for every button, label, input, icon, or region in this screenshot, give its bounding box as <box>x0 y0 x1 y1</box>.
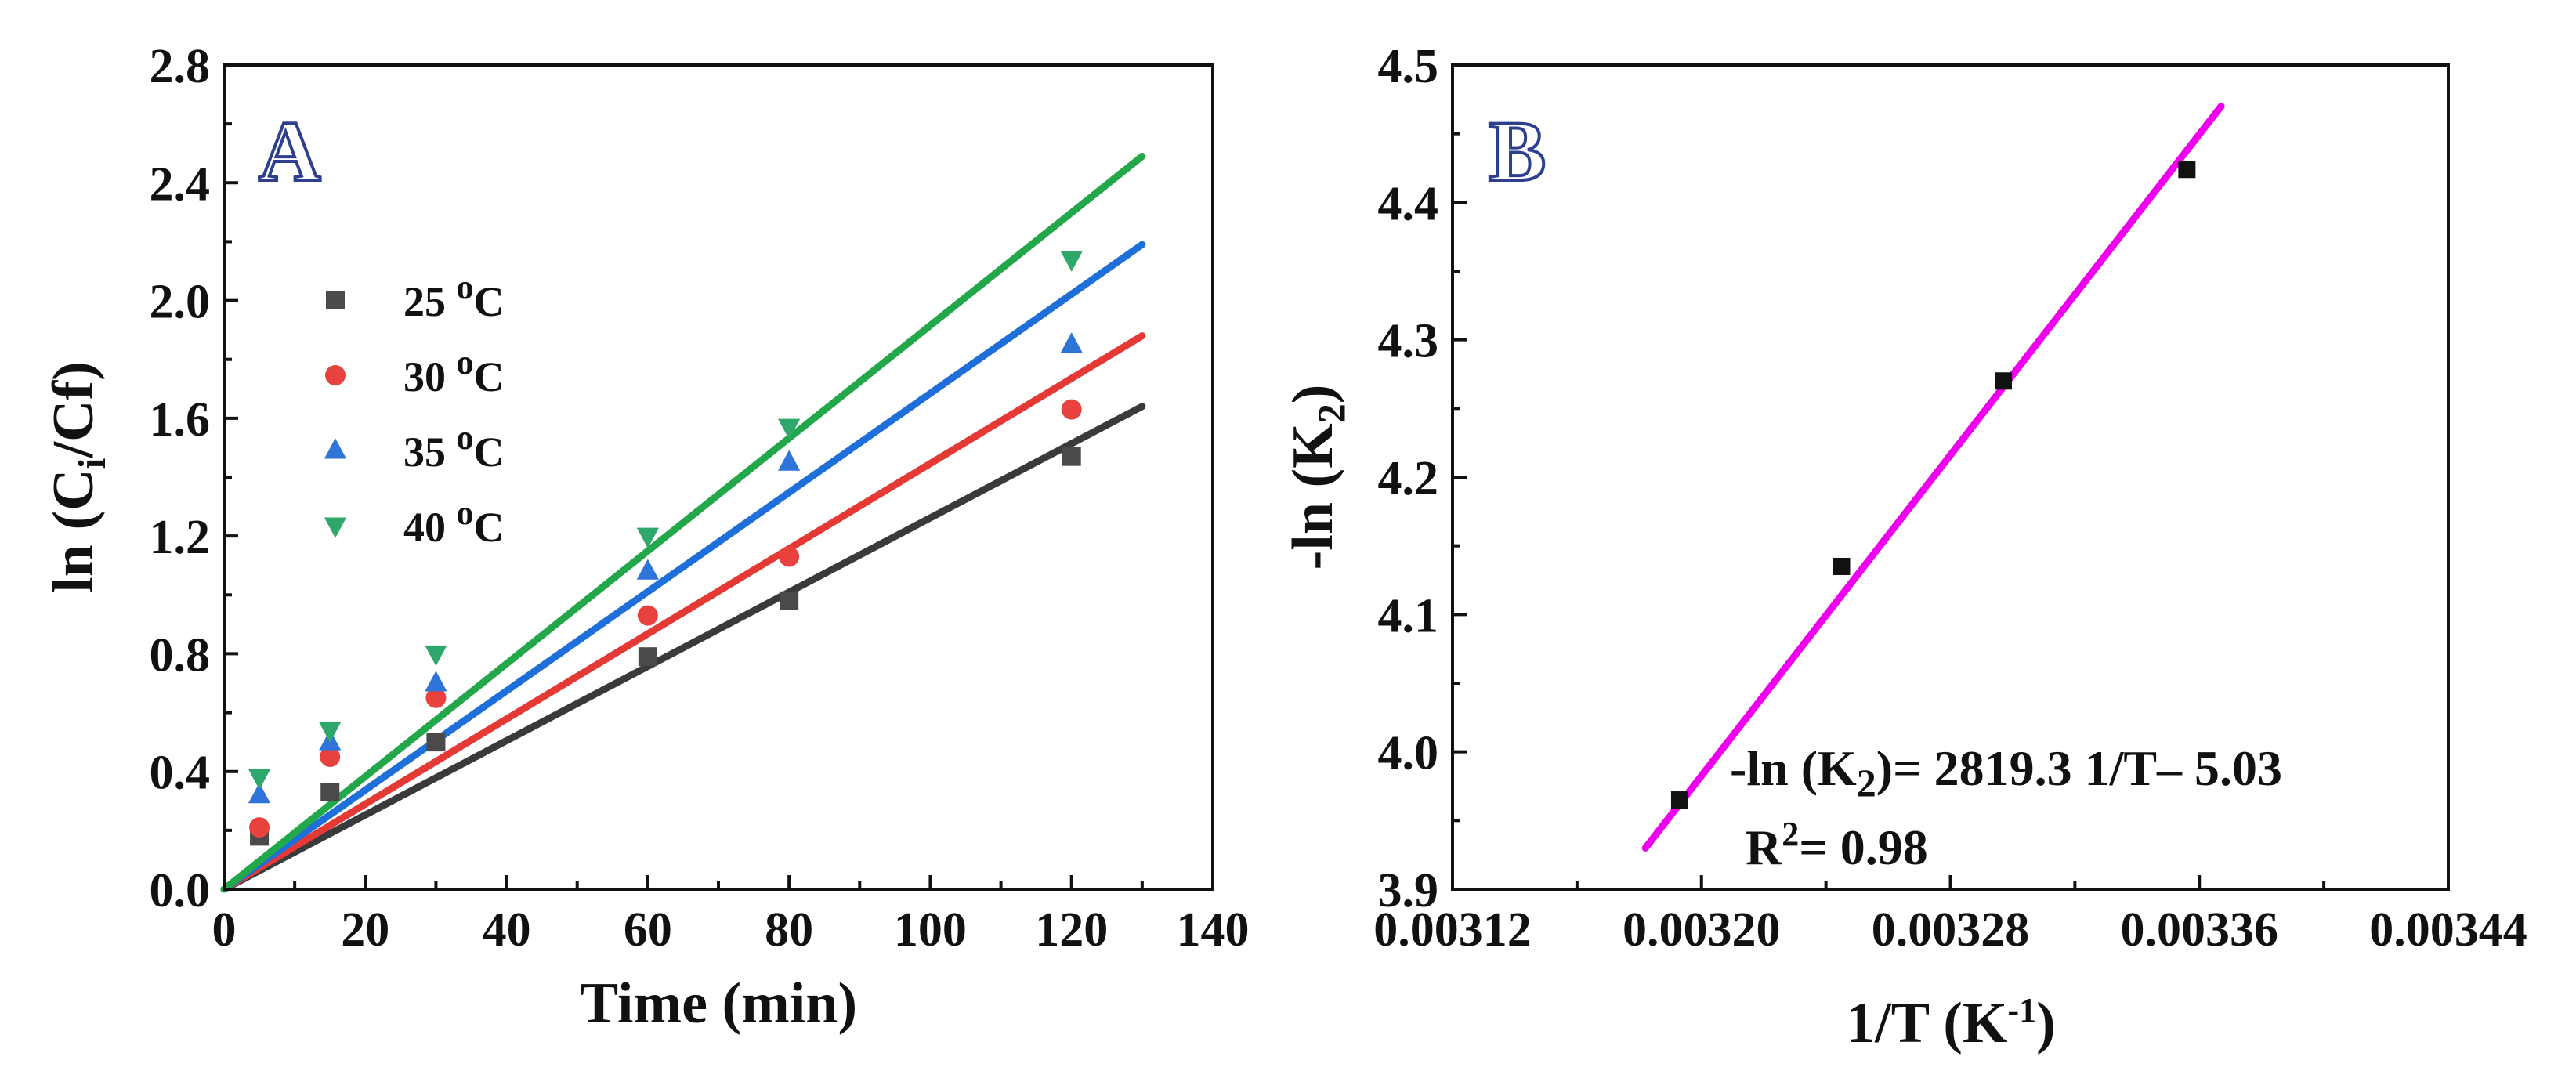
chart-b-point-2 <box>1995 372 2013 390</box>
chart-a-legend-label-35: 35 oC <box>403 418 505 476</box>
chart-a-x-tick-label: 100 <box>894 903 967 957</box>
chart-a-x-tick-label: 60 <box>624 903 672 957</box>
chart-a-legend-marker-25 <box>326 291 345 309</box>
chart-a-x-tick-label: 80 <box>765 903 813 957</box>
chart-a-x-tick-label: 140 <box>1177 903 1250 957</box>
chart-a-fit-line-25 <box>220 403 1146 893</box>
chart-a-series <box>220 152 1146 893</box>
chart-a-point-30-3 <box>637 605 658 626</box>
chart-a-point-40-1 <box>319 722 342 743</box>
chart-b-x-tick-label: 0.00336 <box>2121 903 2279 957</box>
chart-a-legend-label-25: 25 oC <box>403 268 505 325</box>
chart-b-equation: -ln (K2)= 2819.3 1/T– 5.03 <box>1730 740 2282 805</box>
chart-a-y-tick-label: 2.4 <box>150 157 211 211</box>
chart-a-y-tick-label: 2.0 <box>150 276 211 329</box>
chart-a-x-tick-label: 40 <box>483 903 531 957</box>
chart-a: 0 20 40 60 80 100 120 140 0.0 0.4 0.8 1.2 1.6 2.0 2.4 2… <box>42 40 1250 1036</box>
chart-b-point-3 <box>2178 161 2196 179</box>
chart-a-point-40-5 <box>1060 251 1083 272</box>
chart-b-ticks: 0.00312 0.00320 0.00328 0.00336 0.00344 3.9 4.… <box>1373 40 2527 957</box>
chart-a-x-tick-label: 120 <box>1035 903 1108 957</box>
chart-a-point-40-0 <box>248 769 271 790</box>
chart-a-fit-line-35 <box>220 241 1146 893</box>
chart-a-legend-marker-30 <box>325 365 346 385</box>
chart-a-point-30-5 <box>1061 399 1082 420</box>
chart-b-r-squared: R2= 0.98 <box>1746 815 1928 875</box>
chart-a-legend-marker-35 <box>324 438 347 459</box>
chart-a-point-30-0 <box>249 817 270 838</box>
chart-a-legend-label-30: 30 oC <box>403 343 505 400</box>
chart-a-fit-line-40 <box>220 152 1146 893</box>
chart-b: 0.00312 0.00320 0.00328 0.00336 0.00344 3.9 4.… <box>1281 40 2527 1055</box>
chart-a-y-tick-label: 0.8 <box>150 628 211 682</box>
chart-a-point-35-3 <box>636 559 659 580</box>
chart-a-y-tick-label: 1.6 <box>150 393 211 447</box>
chart-a-point-40-3 <box>636 527 659 548</box>
chart-a-point-25-3 <box>638 647 657 667</box>
chart-b-y-axis-label: -ln (K2) <box>1281 385 1353 570</box>
chart-a-point-30-1 <box>320 746 341 767</box>
chart-a-point-40-2 <box>425 645 447 667</box>
chart-a-y-tick-label: 0.4 <box>150 747 211 800</box>
chart-a-point-35-0 <box>248 783 271 804</box>
chart-b-y-tick-label: 4.2 <box>1378 452 1439 505</box>
chart-a-point-35-4 <box>778 450 801 471</box>
chart-b-x-tick-label: 0.00328 <box>1872 903 2030 957</box>
chart-a-y-tick-label: 1.2 <box>150 511 211 564</box>
chart-a-point-35-2 <box>425 671 447 692</box>
chart-a-point-25-2 <box>426 733 446 752</box>
chart-a-x-axis-label: Time (min) <box>580 971 857 1036</box>
chart-a-point-25-4 <box>780 591 799 610</box>
chart-b-point-0 <box>1670 791 1688 809</box>
chart-a-x-tick-label: 20 <box>341 903 389 957</box>
chart-a-point-40-4 <box>778 418 801 440</box>
chart-b-x-tick-label: 0.00312 <box>1373 903 1532 957</box>
chart-a-y-tick-label: 2.8 <box>150 40 211 93</box>
chart-a-legend: 25 oC 30 oC 35 oC 40 oC <box>324 268 505 551</box>
chart-a-y-axis-label: ln (Ci/Cf) <box>42 361 114 593</box>
chart-a-ticks: 0 20 40 60 80 100 120 140 0.0 0.4 0.8 1.2 1.6 2.0 2.4 2… <box>150 40 1250 957</box>
chart-a-y-tick-label: 0.0 <box>150 864 211 917</box>
chart-b-y-tick-label: 4.3 <box>1378 315 1439 368</box>
chart-b-point-1 <box>1833 557 1851 575</box>
chart-a-fit-line-30 <box>220 332 1146 893</box>
chart-b-x-tick-label: 0.00320 <box>1623 903 1781 957</box>
chart-b-y-tick-label: 4.0 <box>1378 727 1439 780</box>
chart-a-point-35-5 <box>1060 332 1083 353</box>
chart-a-x-tick-label: 0 <box>212 903 237 957</box>
chart-a-legend-label-40: 40 oC <box>403 494 505 551</box>
chart-a-point-30-2 <box>425 687 447 708</box>
chart-b-y-tick-label: 4.1 <box>1378 589 1439 642</box>
chart-a-point-25-5 <box>1062 447 1081 466</box>
chart-a-point-25-1 <box>320 783 340 802</box>
chart-b-series <box>1641 103 2225 852</box>
chart-a-point-30-4 <box>779 546 800 567</box>
chart-b-x-axis-label: 1/T (K-1) <box>1846 991 2056 1055</box>
chart-a-legend-marker-40 <box>324 517 347 538</box>
chart-b-fit-line <box>1641 103 2225 852</box>
chart-b-y-tick-label: 4.5 <box>1378 40 1439 93</box>
chart-b-x-tick-label: 0.00344 <box>2369 903 2527 957</box>
chart-b-y-tick-label: 3.9 <box>1378 864 1439 917</box>
chart-a-panel-label: A <box>259 103 320 199</box>
chart-b-y-tick-label: 4.4 <box>1378 177 1439 230</box>
chart-b-panel-label: B <box>1489 103 1546 199</box>
